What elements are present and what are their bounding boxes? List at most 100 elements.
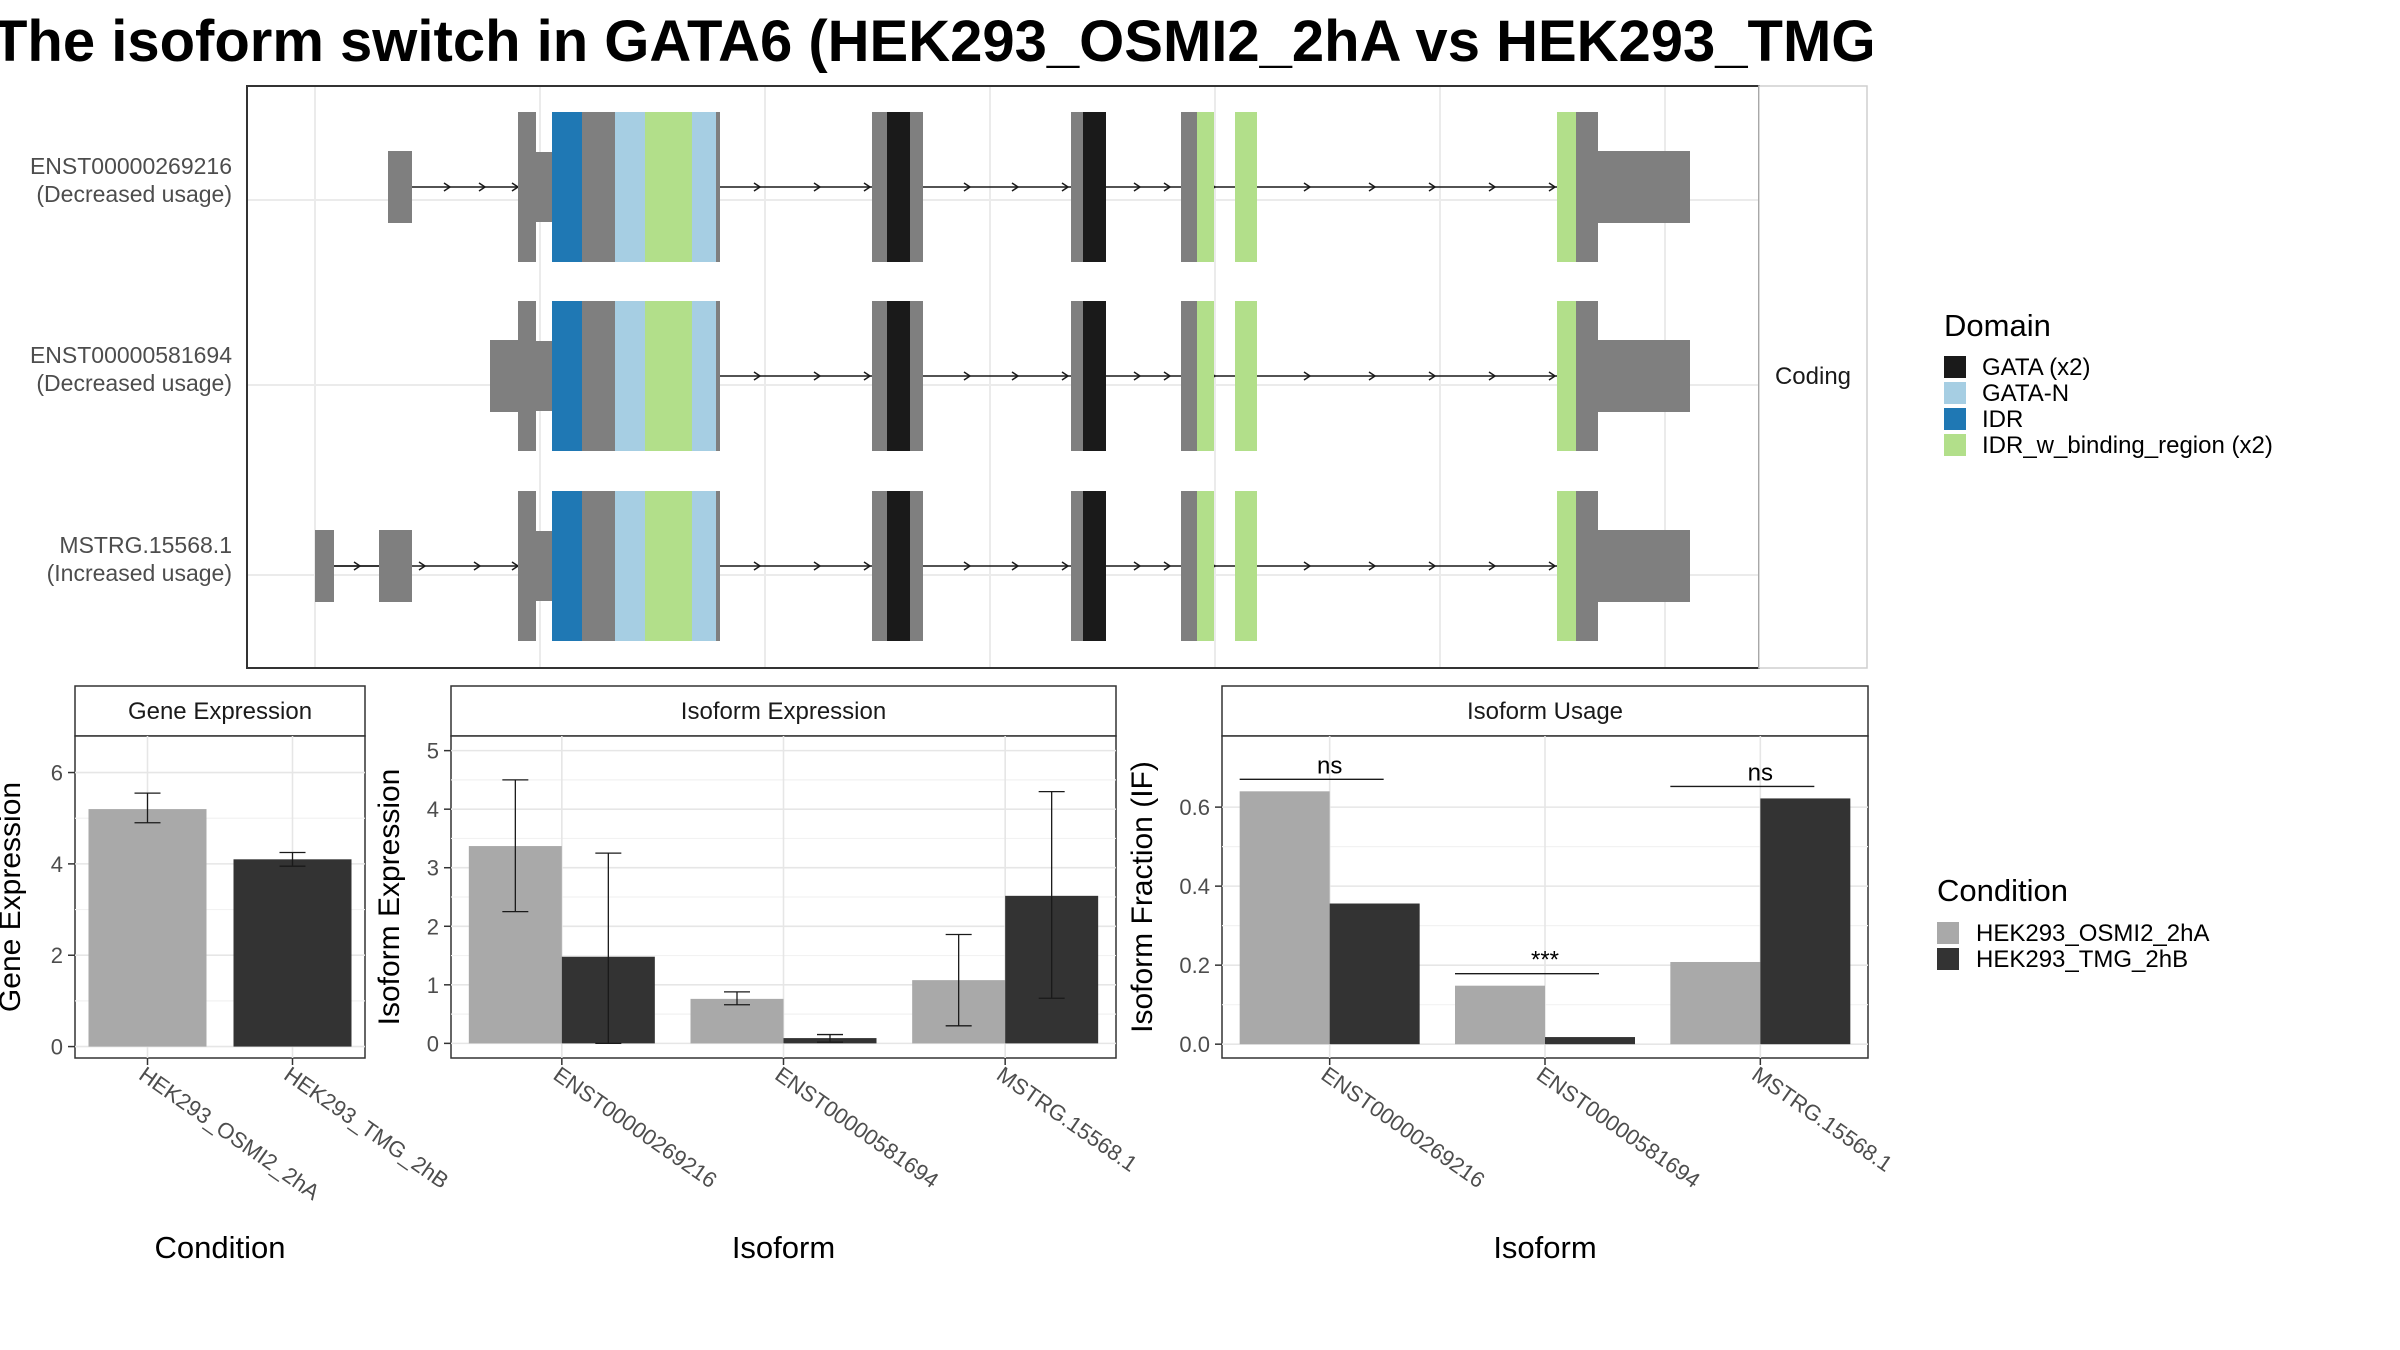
intron-arrow: [1163, 561, 1172, 571]
gata-n-domain: [692, 112, 716, 262]
intron-arrow: [813, 371, 822, 381]
legend-key-label: GATA-N: [1982, 380, 2069, 407]
idr-binding-domain: [1235, 112, 1257, 262]
intron-arrow: [813, 182, 822, 192]
legend-key-swatch: [1937, 922, 1959, 944]
idr-binding-domain: [1557, 301, 1576, 451]
intron-arrow: [1133, 182, 1142, 192]
legend-key-label: IDR_w_binding_region (x2): [1982, 432, 2273, 459]
intron-arrow: [1428, 182, 1437, 192]
significance-label: ns: [1748, 759, 1773, 786]
idr-binding-domain: [1235, 301, 1257, 451]
y-axis-title: Gene Expression: [0, 782, 27, 1012]
intron-arrow: [1548, 561, 1557, 571]
panel-title: Isoform Expression: [681, 698, 886, 725]
cds-exon: [535, 341, 552, 411]
intron-arrow: [443, 182, 452, 192]
cds-exon: [518, 112, 536, 262]
cds-exon: [1193, 301, 1197, 451]
y-tick-label: 0: [427, 1031, 439, 1056]
legend-key-swatch: [1944, 408, 1966, 430]
intron-arrow: [1061, 561, 1070, 571]
cds-exon: [1193, 112, 1197, 262]
intron-arrow: [1303, 371, 1312, 381]
cds-exon: [910, 491, 923, 641]
idr-binding-domain: [1197, 491, 1214, 641]
isoform-expression-panel: Isoform Expression 0 1 2 3 4 5 ENST00000269216 E…: [373, 685, 1142, 1265]
intron-arrow: [753, 371, 762, 381]
idr-domain: [552, 491, 582, 641]
cds-exon: [872, 491, 887, 641]
cds-exon: [518, 491, 536, 641]
transcript-name: MSTRG.15568.1: [59, 532, 232, 558]
idr-binding-domain: [1557, 491, 1576, 641]
intron-arrow: [1428, 561, 1437, 571]
x-axis-title: Isoform: [732, 1230, 835, 1265]
cds-exon: [582, 491, 615, 641]
gata-domain: [887, 491, 910, 641]
intron-arrow: [1011, 371, 1020, 381]
legend-key-label: GATA (x2): [1982, 354, 2090, 381]
intron-arrow: [478, 182, 487, 192]
intron-arrow: [1488, 182, 1497, 192]
intron-arrow: [1163, 182, 1172, 192]
y-tick-label: 3: [427, 856, 439, 881]
transcript-name: ENST00000581694: [30, 342, 232, 368]
cds-exon: [518, 301, 536, 451]
idr-binding-domain: [1557, 112, 1576, 262]
gata-n-domain: [692, 491, 716, 641]
cds-exon: [1071, 301, 1083, 451]
intron-arrow: [1368, 371, 1377, 381]
y-tick-label: 0.2: [1179, 953, 1210, 978]
intron-arrow: [1488, 561, 1497, 571]
x-axis-title: Isoform: [1493, 1230, 1596, 1265]
cds-exon: [1576, 112, 1598, 262]
cds-exon: [535, 531, 552, 601]
cds-exon: [535, 152, 552, 222]
gata-n-domain: [615, 301, 645, 451]
intron-arrow: [963, 182, 972, 192]
intron-arrow: [813, 561, 822, 571]
data-bar: [233, 859, 352, 1047]
intron-arrow: [1061, 371, 1070, 381]
gata-n-domain: [615, 491, 645, 641]
intron-arrow: [1303, 561, 1312, 571]
data-bar: [88, 809, 207, 1047]
x-tick-label: ENST00000581694: [1532, 1062, 1705, 1193]
panel-title: Isoform Usage: [1467, 698, 1623, 725]
facet-strip: [1758, 85, 1868, 669]
legend-key-swatch: [1944, 356, 1966, 378]
cds-exon: [910, 301, 923, 451]
x-tick-label: ENST00000581694: [771, 1062, 944, 1193]
y-tick-label: 6: [51, 761, 63, 786]
intron-arrow: [1133, 371, 1142, 381]
y-axis-title: Isoform Expression: [373, 769, 406, 1026]
domain-legend-title: Domain: [1944, 308, 2051, 343]
cds-exon: [716, 491, 720, 641]
intron-arrow: [753, 561, 762, 571]
x-tick-label: ENST00000269216: [549, 1062, 722, 1193]
legend-key-swatch: [1944, 382, 1966, 404]
gata-domain: [887, 301, 910, 451]
x-tick-label: MSTRG.15568.1: [1747, 1062, 1897, 1177]
cds-exon: [872, 112, 887, 262]
legend-key-label: HEK293_OSMI2_2hA: [1976, 920, 2209, 947]
legend-key-swatch: [1944, 434, 1966, 456]
intron-arrow: [418, 561, 427, 571]
cds-exon: [872, 301, 887, 451]
cds-exon: [1576, 301, 1598, 451]
intron-arrow: [1368, 182, 1377, 192]
cds-exon: [582, 112, 615, 262]
intron-arrow: [963, 371, 972, 381]
cds-exon: [1181, 301, 1193, 451]
intron-arrow: [753, 182, 762, 192]
x-tick-label: MSTRG.15568.1: [992, 1062, 1142, 1177]
data-bar: [1545, 1037, 1635, 1045]
utr-exon: [388, 151, 412, 223]
y-tick-label: 0: [51, 1035, 63, 1060]
utr-exon: [315, 530, 334, 602]
transcript-name: ENST00000269216: [30, 153, 232, 179]
intron-arrow: [963, 561, 972, 571]
cds-exon: [1181, 491, 1193, 641]
intron-arrow: [1368, 561, 1377, 571]
